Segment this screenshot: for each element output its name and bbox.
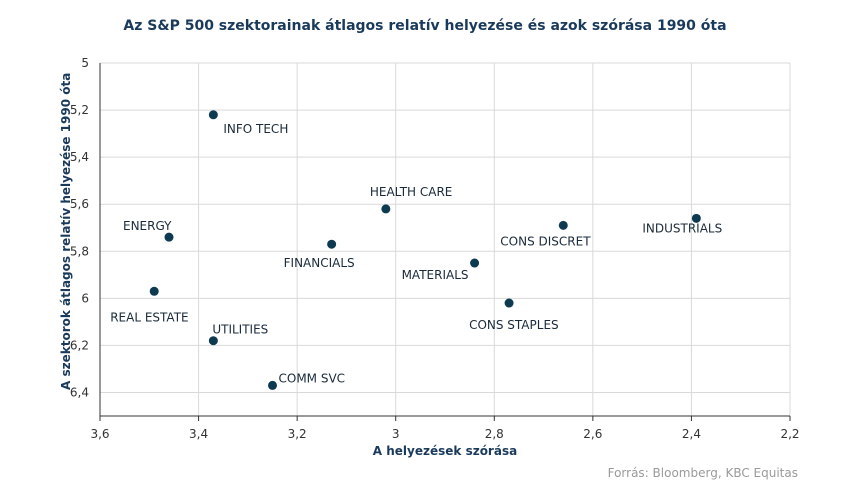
source-note: Forrás: Bloomberg, KBC Equitas <box>607 466 798 480</box>
data-point <box>149 286 159 296</box>
x-tick-label: 3,2 <box>288 427 307 441</box>
chart-title: Az S&P 500 szektorainak átlagos relatív … <box>123 18 727 34</box>
data-point <box>208 336 218 346</box>
data-point <box>504 298 514 308</box>
y-tick-label: 6,4 <box>70 385 89 399</box>
point-label: REAL ESTATE <box>110 310 188 324</box>
data-point <box>164 232 174 242</box>
y-tick-label: 6 <box>81 291 89 305</box>
data-point <box>381 204 391 214</box>
x-tick-label: 2,2 <box>780 427 799 441</box>
data-point <box>470 258 480 268</box>
point-label: INDUSTRIALS <box>642 221 722 235</box>
axis-layer <box>99 63 791 421</box>
data-point <box>558 220 568 230</box>
x-tick-label: 2,6 <box>583 427 602 441</box>
point-label: CONS STAPLES <box>469 318 559 332</box>
y-tick-label: 6,2 <box>70 338 89 352</box>
data-point <box>208 110 218 120</box>
point-label: INFO TECH <box>223 122 288 136</box>
data-points <box>149 110 701 390</box>
point-label: COMM SVC <box>279 371 346 385</box>
x-tick-label: 3,4 <box>189 427 208 441</box>
data-point <box>691 213 701 223</box>
y-tick-label: 5 <box>81 56 89 70</box>
point-label: UTILITIES <box>212 323 268 337</box>
point-label: CONS DISCRET <box>500 234 591 248</box>
tick-labels: 3,6 3,4 3,2 3 2,8 2,6 2,4 2,2 5 5,2 5,4 5,6 5,8 6 6,2 6… <box>70 56 800 441</box>
x-tick-label: 2,4 <box>682 427 701 441</box>
point-labels: INFO TECH HEALTH CARE ENERGY CONS DISCRET IN… <box>110 122 722 386</box>
y-tick-label: 5,2 <box>70 103 89 117</box>
grid-layer <box>100 62 791 416</box>
x-tick-label: 2,8 <box>485 427 504 441</box>
y-tick-label: 5,8 <box>70 244 89 258</box>
y-axis-label: A szektorok átlagos relatív helyezése 19… <box>59 72 73 390</box>
x-tick-label: 3 <box>392 427 400 441</box>
y-tick-label: 5,6 <box>70 197 89 211</box>
data-point <box>327 239 337 249</box>
data-point <box>268 380 277 390</box>
x-tick-label: 3,6 <box>90 427 109 441</box>
point-label: FINANCIALS <box>284 256 355 270</box>
point-label: ENERGY <box>123 219 172 233</box>
x-axis-label: A helyezések szórása <box>372 444 518 458</box>
y-tick-label: 5,4 <box>70 150 89 164</box>
point-label: MATERIALS <box>402 268 469 282</box>
point-label: HEALTH CARE <box>370 185 453 199</box>
